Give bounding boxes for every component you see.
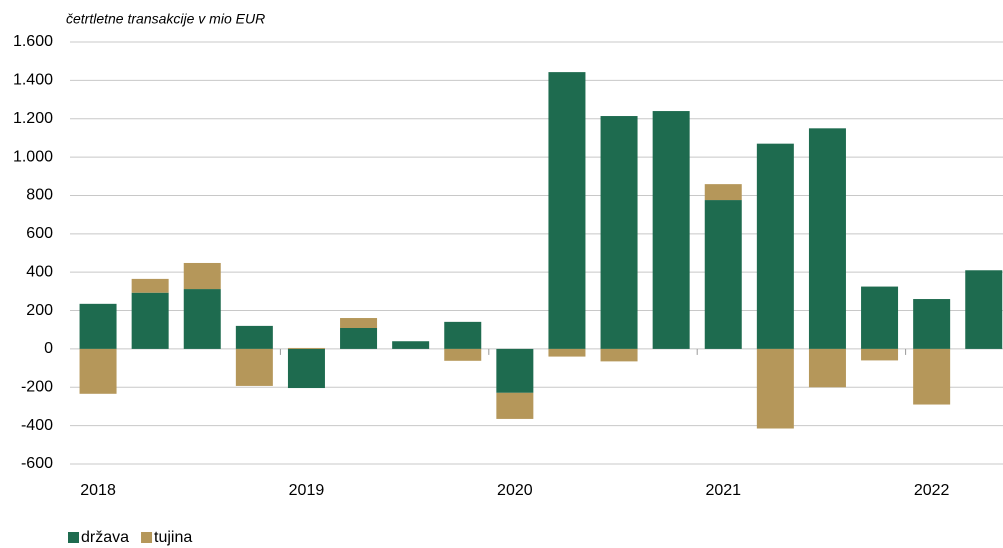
bar (287, 348, 325, 389)
bar (183, 262, 221, 290)
y-tick-label: -400 (21, 417, 53, 434)
x-tick-label: 2019 (289, 482, 325, 499)
x-tick-label: 2021 (705, 482, 741, 499)
bar (861, 348, 899, 361)
y-tick-label: 400 (26, 263, 53, 280)
y-tick-label: 0 (44, 340, 53, 357)
bar (496, 392, 534, 419)
bar (600, 348, 638, 362)
bar (704, 184, 742, 201)
bar (913, 299, 951, 349)
bar (965, 270, 1003, 349)
bar (756, 348, 794, 429)
bar (548, 72, 586, 349)
y-tick-label: 600 (26, 225, 53, 242)
legend-label: tujina (154, 529, 192, 546)
x-tick-label: 2022 (914, 482, 950, 499)
y-tick-label: 1.600 (13, 33, 53, 50)
bar (392, 341, 430, 349)
bar (235, 348, 273, 386)
bar (183, 289, 221, 349)
y-tick-label: 1.200 (13, 110, 53, 127)
y-tick-label: 1.000 (13, 148, 53, 165)
x-tick-label: 2018 (80, 482, 116, 499)
bar (131, 292, 169, 349)
bar (652, 111, 690, 349)
bar (79, 348, 117, 394)
bar (235, 325, 273, 349)
bar (808, 128, 846, 349)
bar (600, 116, 638, 349)
bar (913, 348, 951, 405)
bar (340, 328, 378, 349)
y-tick-label: -200 (21, 378, 53, 395)
y-tick-label: 800 (26, 187, 53, 204)
bar (808, 348, 846, 388)
bar (79, 303, 117, 349)
bar (340, 318, 378, 329)
bar (756, 143, 794, 349)
chart-subtitle: četrtletne transakcije v mio EUR (66, 11, 265, 27)
legend-swatch (141, 532, 153, 543)
bar (131, 278, 169, 293)
y-tick-label: 200 (26, 302, 53, 319)
bar (444, 348, 482, 361)
y-tick-label: 1.400 (13, 72, 53, 89)
legend-label: država (81, 529, 129, 546)
bar (861, 286, 899, 349)
bar (444, 321, 482, 349)
bar (548, 348, 586, 357)
legend-swatch (68, 532, 79, 543)
bar (704, 200, 742, 349)
y-tick-label: -600 (21, 455, 53, 472)
x-tick-label: 2020 (497, 482, 533, 499)
bar (496, 348, 534, 393)
bar (287, 347, 325, 349)
